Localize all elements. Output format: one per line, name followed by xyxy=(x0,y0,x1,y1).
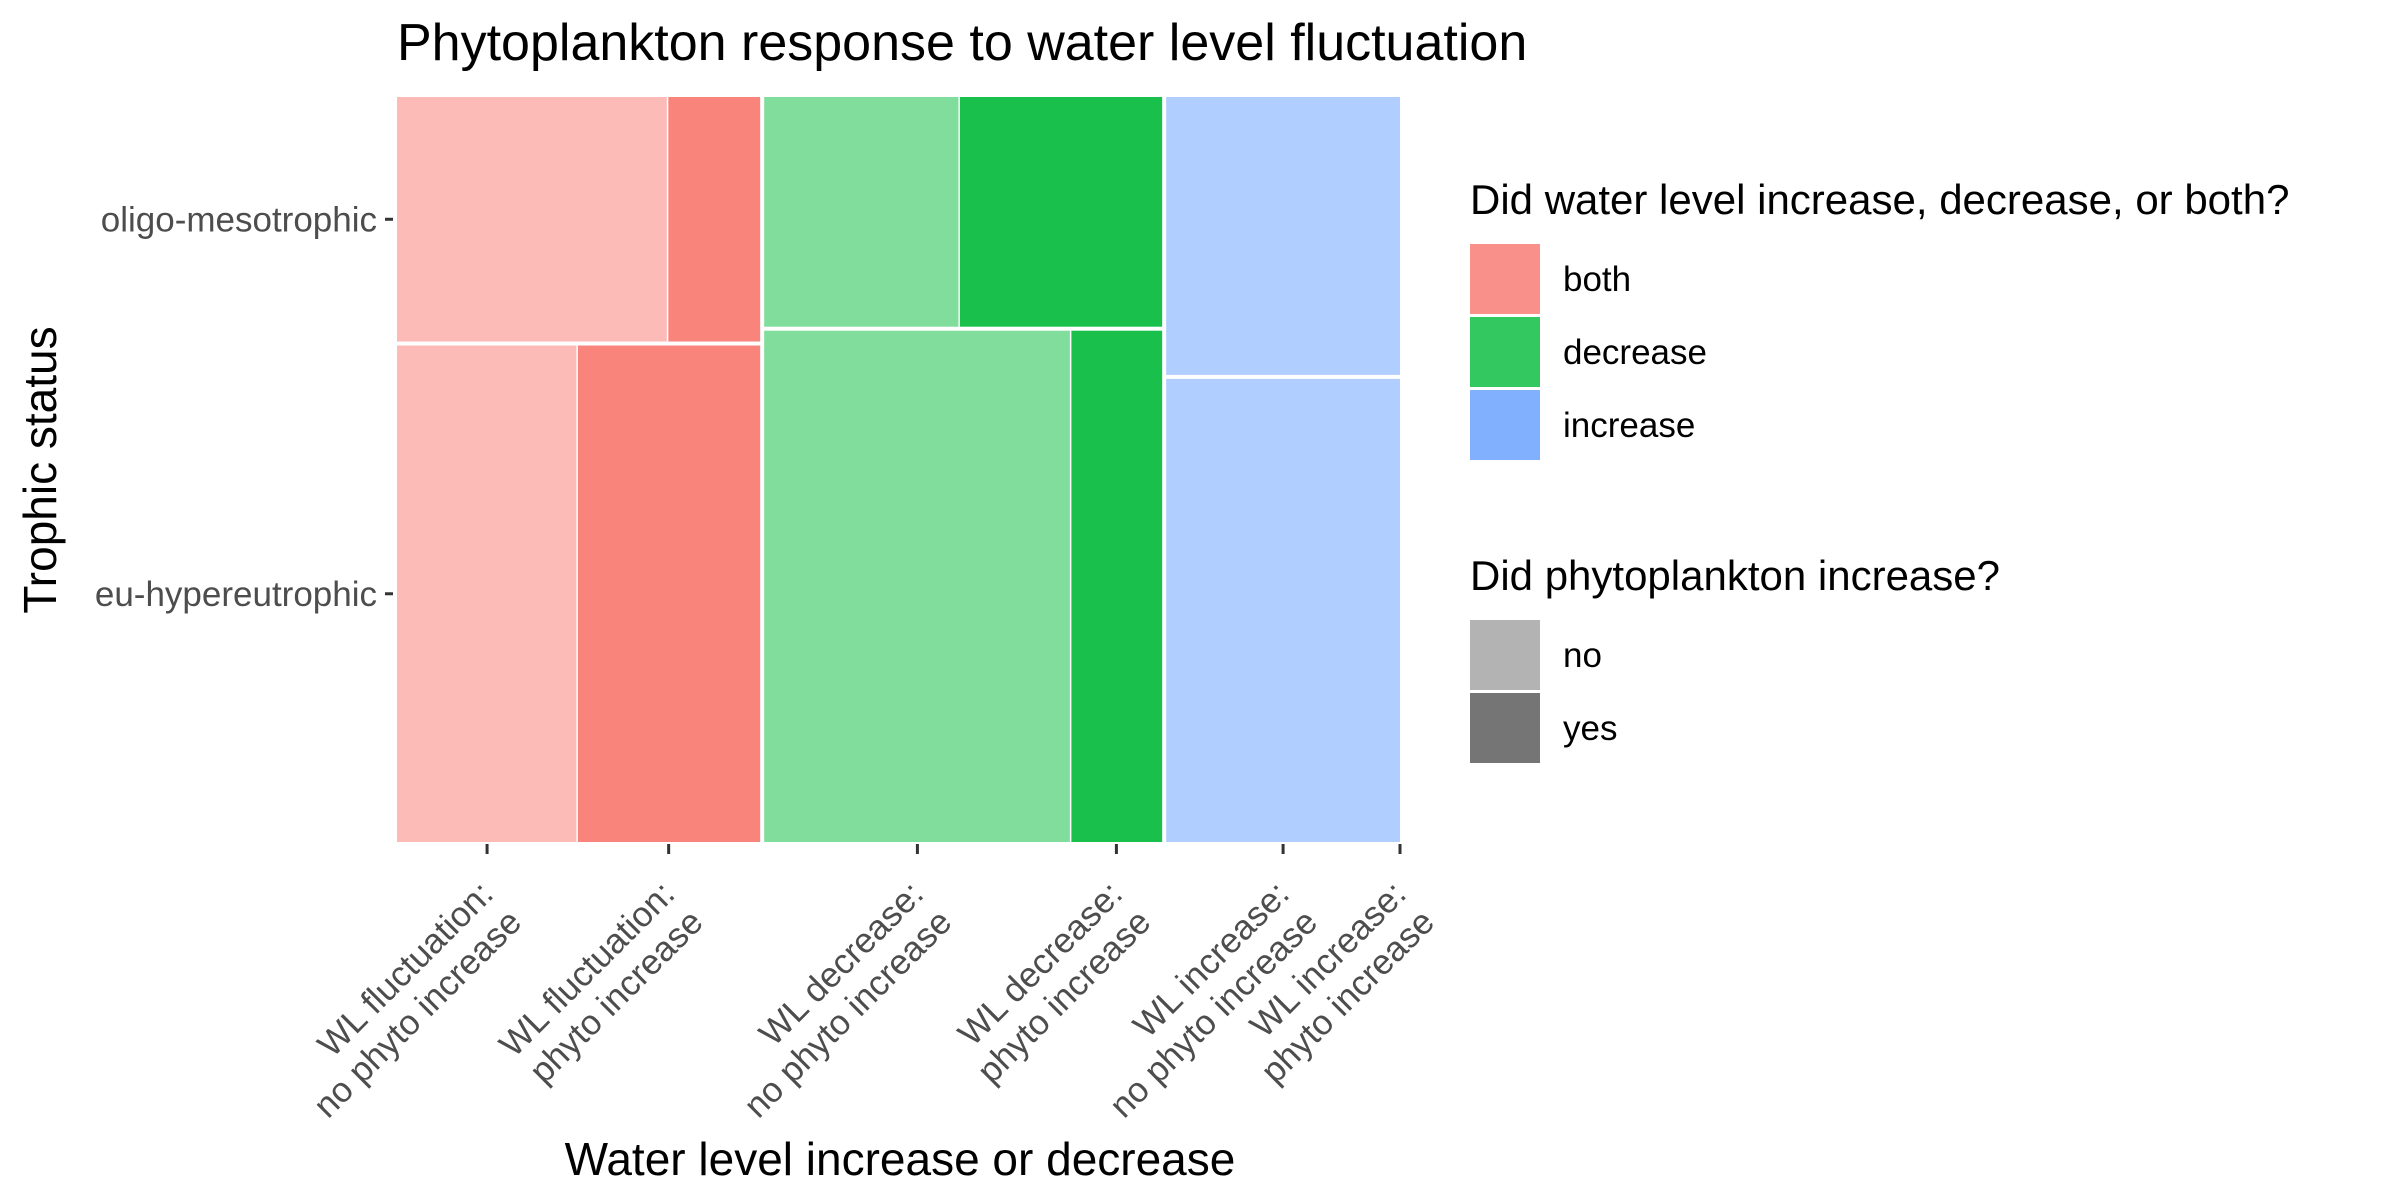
legend-label-decrease: decrease xyxy=(1563,333,1707,372)
legend-swatch-increase xyxy=(1470,390,1540,460)
legend-label-both: both xyxy=(1563,260,1631,299)
legend-swatch-no xyxy=(1470,620,1540,690)
x-axis-title: Water level increase or decrease xyxy=(565,1133,1236,1185)
tile-decrease-eu-hypereutrophic-no xyxy=(764,330,1071,842)
tile-decrease-oligo-mesotrophic-yes xyxy=(959,97,1163,327)
tile-increase-eu-hypereutrophic-no xyxy=(1166,378,1400,842)
legend-swatch-both xyxy=(1470,244,1540,314)
legend-label-no: no xyxy=(1563,636,1602,675)
y-tick-label-0: oligo-mesotrophic xyxy=(101,200,377,239)
legend-water-level-title: Did water level increase, decrease, or b… xyxy=(1470,176,2289,223)
tile-both-oligo-mesotrophic-no xyxy=(397,97,668,342)
x-tick-label-1: WL fluctuation:phyto increase xyxy=(492,874,711,1093)
tile-decrease-oligo-mesotrophic-no xyxy=(764,97,960,327)
tile-both-eu-hypereutrophic-no xyxy=(397,345,578,842)
tile-both-eu-hypereutrophic-yes xyxy=(577,345,761,842)
legend-swatch-yes xyxy=(1470,693,1540,763)
legend-swatch-decrease xyxy=(1470,317,1540,387)
x-tick-label-2: WL decrease:no phyto increase xyxy=(708,874,959,1125)
tile-decrease-eu-hypereutrophic-yes xyxy=(1070,330,1163,842)
x-tick-label-3: WL decrease:phyto increase xyxy=(942,874,1159,1091)
tile-increase-oligo-mesotrophic-no xyxy=(1166,97,1400,375)
chart-title: Phytoplankton response to water level fl… xyxy=(397,14,1527,72)
y-axis: oligo-mesotrophic eu-hypereutrophic xyxy=(95,200,393,614)
y-axis-title: Trophic status xyxy=(14,326,66,613)
legend-phyto-increase-title: Did phytoplankton increase? xyxy=(1470,552,2000,599)
x-tick-label-0: WL fluctuation:no phyto increase xyxy=(278,874,529,1125)
legend-label-yes: yes xyxy=(1563,709,1617,748)
tile-both-oligo-mesotrophic-yes xyxy=(667,97,761,342)
y-tick-label-1: eu-hypereutrophic xyxy=(95,575,377,614)
legend-phyto-increase: Did phytoplankton increase? no yes xyxy=(1470,552,2000,763)
legend-label-increase: increase xyxy=(1563,406,1695,445)
plot-panel xyxy=(397,97,1400,842)
legend-water-level: Did water level increase, decrease, or b… xyxy=(1470,176,2289,460)
